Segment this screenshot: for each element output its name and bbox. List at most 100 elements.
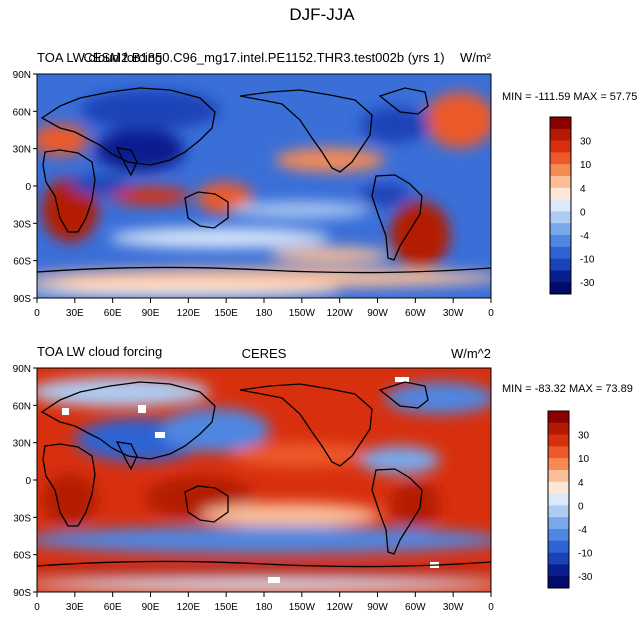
x-tick-label: 180 bbox=[256, 602, 273, 613]
colorbar-swatch bbox=[550, 211, 571, 224]
x-tick-label: 60E bbox=[104, 308, 122, 319]
colorbar-swatch bbox=[548, 434, 569, 447]
colorbar-frame bbox=[549, 116, 572, 295]
colorbar-swatch bbox=[548, 576, 569, 589]
colorbar-swatch bbox=[550, 176, 571, 189]
colorbar-swatch bbox=[548, 564, 569, 577]
colorbar-label: 0 bbox=[578, 501, 584, 512]
y-tick-label: 30S bbox=[13, 513, 31, 524]
y-tick-label: 90S bbox=[13, 588, 31, 599]
x-tick-label: 0 bbox=[34, 602, 40, 613]
colorbar-label: -10 bbox=[578, 549, 593, 560]
panel-model: TOA LW cloud forcing CESM2.B1850.C96_mg1… bbox=[13, 50, 638, 319]
y-tick-label: 60S bbox=[13, 551, 31, 562]
panel-model-map bbox=[37, 74, 491, 298]
colorbar-swatch bbox=[550, 128, 571, 141]
colorbar-label: 30 bbox=[578, 431, 590, 442]
colorbar-swatch bbox=[548, 481, 569, 494]
y-tick-label: 90S bbox=[13, 294, 31, 305]
colorbar-label: -10 bbox=[580, 255, 595, 266]
panel-model-y-axis: 90N 60N 30N 0 30S 60S 90S bbox=[13, 70, 37, 305]
y-tick-label: 0 bbox=[25, 476, 31, 487]
colorbar-label: 4 bbox=[580, 184, 586, 195]
x-tick-label: 150E bbox=[214, 602, 238, 613]
panel-obs-y-axis: 90N 60N 30N 0 30S 60S 90S bbox=[13, 364, 37, 599]
x-tick-label: 30E bbox=[66, 308, 84, 319]
x-tick-label: 90E bbox=[142, 308, 160, 319]
y-tick-label: 90N bbox=[13, 70, 31, 81]
panel-model-left-title: TOA LW cloud forcing bbox=[37, 50, 162, 65]
x-tick-label: 180 bbox=[256, 308, 273, 319]
colorbar-swatch bbox=[550, 117, 571, 130]
panel-obs-stats: MIN = -83.32 MAX = 73.89 bbox=[502, 383, 633, 395]
x-tick-label: 150E bbox=[214, 308, 238, 319]
panel-obs-center-title: CERES bbox=[242, 346, 287, 361]
colorbar-swatch bbox=[550, 235, 571, 248]
panel-obs: TOA LW cloud forcing CERES W/m^2 bbox=[13, 344, 633, 613]
panel-obs-left-title: TOA LW cloud forcing bbox=[37, 344, 162, 359]
colorbar-swatch bbox=[550, 223, 571, 236]
colorbar-swatch bbox=[550, 187, 571, 200]
x-tick-label: 90E bbox=[142, 602, 160, 613]
colorbar-swatch bbox=[548, 411, 569, 424]
y-tick-label: 0 bbox=[25, 182, 31, 193]
y-tick-label: 30N bbox=[13, 439, 31, 450]
y-tick-label: 30N bbox=[13, 145, 31, 156]
x-tick-label: 0 bbox=[488, 602, 494, 613]
colorbar-label: -30 bbox=[578, 572, 593, 583]
panel-model-x-axis: 0 30E 60E 90E 120E 150E 180 150W 120W 90W 60W 30W 0 bbox=[34, 298, 494, 319]
colorbar-swatch bbox=[548, 422, 569, 435]
panel-obs-x-axis: 0 30E 60E 90E 120E 150E 180 150W 120W 90W 60W 30W 0 bbox=[34, 592, 494, 613]
colorbar-label: 10 bbox=[580, 160, 592, 171]
colorbar-swatch bbox=[550, 270, 571, 283]
x-tick-label: 120E bbox=[177, 602, 201, 613]
colorbar-swatch bbox=[548, 446, 569, 459]
x-tick-label: 90W bbox=[367, 602, 388, 613]
panel-obs-colorbar: 30 10 4 0 -4 -10 -30 bbox=[547, 410, 593, 589]
colorbar-swatch bbox=[548, 493, 569, 506]
colorbar-swatch bbox=[548, 505, 569, 518]
x-tick-label: 90W bbox=[367, 308, 388, 319]
x-tick-label: 120W bbox=[327, 308, 354, 319]
x-tick-label: 60W bbox=[405, 602, 426, 613]
x-tick-label: 60E bbox=[104, 602, 122, 613]
colorbar-swatch bbox=[550, 282, 571, 295]
colorbar-swatch bbox=[548, 540, 569, 553]
colorbar-label: 10 bbox=[578, 454, 590, 465]
x-tick-label: 60W bbox=[405, 308, 426, 319]
colorbar-swatch bbox=[548, 470, 569, 483]
colorbar-label: 4 bbox=[578, 478, 584, 489]
y-tick-label: 60S bbox=[13, 257, 31, 268]
x-tick-label: 150W bbox=[289, 308, 316, 319]
x-tick-label: 150W bbox=[289, 602, 316, 613]
x-tick-label: 120W bbox=[327, 602, 354, 613]
colorbar-swatch bbox=[548, 529, 569, 542]
x-tick-label: 30W bbox=[443, 308, 464, 319]
colorbar-label: -4 bbox=[578, 525, 587, 536]
y-tick-label: 60N bbox=[13, 107, 31, 118]
panel-model-stats: MIN = -111.59 MAX = 57.75 bbox=[502, 91, 637, 103]
x-tick-label: 30E bbox=[66, 602, 84, 613]
panel-obs-map bbox=[37, 368, 491, 592]
x-tick-label: 30W bbox=[443, 602, 464, 613]
colorbar-swatch bbox=[548, 517, 569, 530]
colorbar-swatch bbox=[550, 258, 571, 271]
colorbar-swatch bbox=[550, 164, 571, 177]
colorbar-swatch bbox=[550, 246, 571, 259]
colorbar-swatch bbox=[550, 140, 571, 153]
colorbar-swatch bbox=[548, 458, 569, 471]
colorbar-label: 30 bbox=[580, 137, 592, 148]
panel-obs-units: W/m^2 bbox=[451, 346, 491, 361]
panel-model-center-title: CESM2.B1850.C96_mg17.intel.PE1152.THR3.t… bbox=[83, 50, 444, 65]
colorbar-label: -4 bbox=[580, 231, 589, 242]
colorbar-swatch bbox=[550, 199, 571, 212]
colorbar-swatch bbox=[550, 152, 571, 165]
y-tick-label: 60N bbox=[13, 401, 31, 412]
colorbar-frame bbox=[547, 410, 570, 589]
colorbar-label: 0 bbox=[580, 207, 586, 218]
panel-model-colorbar: 30 10 4 0 -4 -10 -30 bbox=[549, 116, 595, 295]
x-tick-label: 0 bbox=[34, 308, 40, 319]
figure-title: DJF-JJA bbox=[289, 5, 355, 24]
colorbar-label: -30 bbox=[580, 278, 595, 289]
